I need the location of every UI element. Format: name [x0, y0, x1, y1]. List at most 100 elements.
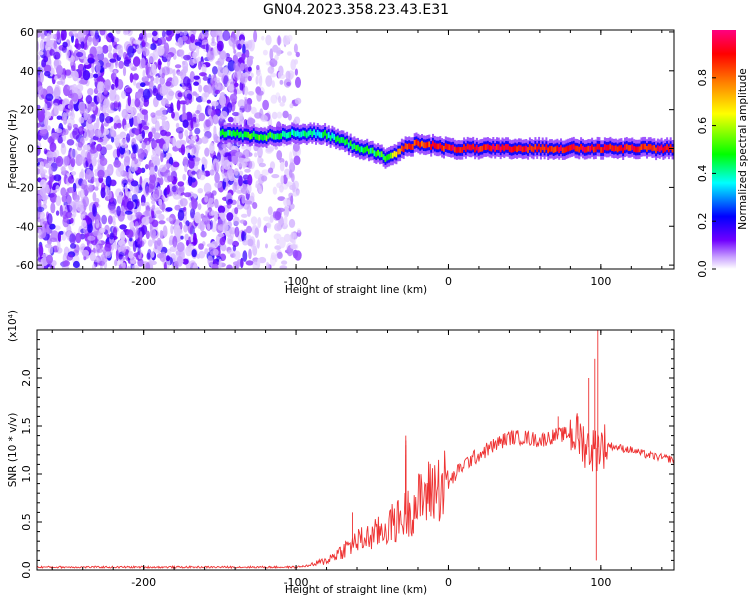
noise-blob [83, 131, 89, 142]
noise-blob [209, 142, 215, 154]
noise-blob [241, 231, 247, 243]
noise-blob [278, 95, 282, 103]
noise-blob [271, 80, 275, 88]
band-core [603, 144, 606, 150]
noise-blob [232, 261, 240, 266]
noise-blob [46, 254, 53, 264]
noise-blob [279, 236, 286, 249]
noise-blob [87, 88, 94, 96]
noise-blob [92, 191, 97, 202]
noise-blob [220, 243, 227, 252]
noise-blob [62, 112, 67, 122]
noise-blob [115, 167, 124, 178]
band-core [346, 138, 349, 145]
noise-blob [38, 51, 44, 56]
noise-blob [142, 125, 149, 130]
noise-blob [126, 133, 131, 143]
band-core [377, 149, 380, 156]
band-core [585, 146, 588, 153]
band-core [324, 129, 327, 136]
noise-blob [86, 184, 94, 192]
noise-blob [46, 213, 53, 226]
noise-blob [53, 59, 62, 67]
noise-blob [126, 123, 131, 128]
band-core [616, 146, 619, 153]
noise-blob [128, 62, 134, 69]
band-core [600, 147, 603, 153]
band-core [338, 137, 341, 144]
noise-blob [246, 97, 253, 106]
snr-line [37, 413, 674, 570]
noise-blob [132, 240, 137, 253]
noise-blob [265, 243, 268, 249]
noise-blob [165, 30, 172, 36]
noise-blob [290, 195, 294, 205]
band-core [329, 135, 332, 141]
noise-blob [135, 91, 142, 99]
noise-blob [145, 230, 150, 240]
noise-blob [272, 186, 278, 195]
band-core [646, 146, 648, 152]
noise-blob [173, 260, 179, 268]
noise-blob [276, 207, 285, 213]
noise-blob [266, 263, 270, 269]
noise-blob [167, 175, 174, 182]
noise-blob [228, 37, 235, 47]
noise-blob [110, 125, 114, 137]
noise-blob [193, 75, 200, 80]
noise-blob [247, 91, 255, 96]
noise-blob [131, 137, 137, 146]
noise-blob [99, 30, 106, 36]
noise-blob [46, 222, 50, 235]
noise-blob [146, 252, 151, 260]
noise-blob [209, 219, 213, 230]
noise-blob [55, 195, 61, 207]
noise-blob [200, 230, 207, 238]
band-core [459, 147, 462, 153]
band-core [304, 130, 306, 137]
band-core [417, 140, 420, 147]
noise-blob [55, 210, 60, 216]
band-core [625, 143, 628, 150]
noise-blob [155, 210, 163, 215]
noise-blob [72, 70, 79, 82]
noise-blob [67, 117, 75, 127]
noise-blob [292, 249, 299, 259]
noise-blob [260, 114, 267, 121]
noise-blob [165, 255, 171, 262]
band-core [649, 143, 652, 150]
band-core [236, 129, 239, 136]
noise-blob [257, 257, 261, 269]
noise-blob [293, 116, 301, 125]
noise-blob [182, 258, 189, 265]
noise-blob [149, 173, 157, 184]
noise-blob [277, 71, 282, 79]
noise-blob [291, 182, 296, 193]
band-core [318, 131, 321, 138]
band-core [357, 144, 359, 151]
noise-blob [256, 90, 264, 96]
noise-blob [164, 131, 171, 137]
noise-blob [99, 112, 105, 123]
noise-blob [137, 243, 141, 256]
noise-blob [71, 65, 76, 72]
noise-blob [134, 128, 140, 136]
noise-blob [53, 149, 60, 158]
noise-blob [246, 182, 252, 195]
band-core [315, 132, 317, 138]
noise-blob [283, 233, 291, 243]
noise-blob [67, 186, 75, 194]
noise-blob [280, 175, 285, 185]
noise-blob [226, 80, 234, 92]
noise-blob [69, 99, 74, 112]
noise-blob [192, 157, 201, 162]
band-core [644, 143, 647, 150]
noise-blob [245, 260, 254, 266]
noise-blob [183, 54, 191, 61]
band-core [344, 139, 347, 146]
noise-blob [122, 262, 126, 269]
snr-x-ticks: -200 -100 0 100 [51, 330, 663, 589]
noise-blob [276, 251, 283, 259]
band-core [219, 130, 222, 137]
noise-blob [235, 52, 243, 57]
